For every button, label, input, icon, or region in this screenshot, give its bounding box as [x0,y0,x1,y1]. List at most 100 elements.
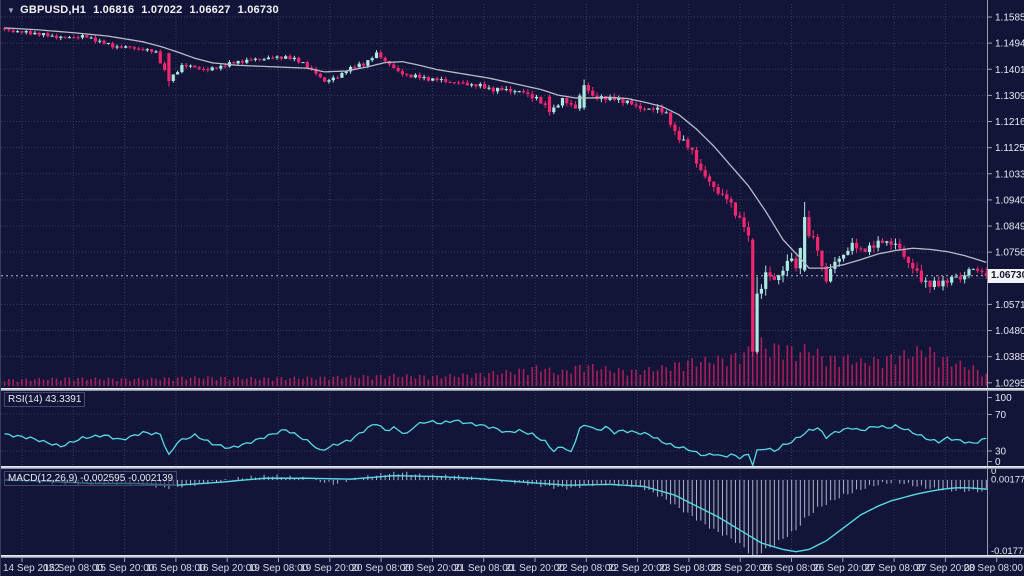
time-axis-label: 19 Sep 20:00 [300,563,360,574]
candle-body [249,59,253,61]
candle-body [738,215,742,218]
candle-body [660,107,664,113]
volume-bar [146,379,149,386]
volume-bar [237,376,239,386]
candle-body [850,242,854,251]
volume-bar [976,369,979,386]
candle-body [11,30,15,33]
volume-bar [42,379,45,386]
candle-body [7,29,11,31]
candle-body [323,77,327,82]
volume-bar [77,378,79,386]
volume-bar [25,378,28,386]
candle-body [89,37,93,39]
candle-body [785,260,789,271]
volume-bar [129,380,131,386]
volume-bar [159,380,162,386]
price-axis-label: 1.11250 [995,143,1024,154]
volume-bar [410,376,412,386]
volume-bar [790,346,793,386]
volume-bar [548,367,551,386]
time-axis-label: 21 Sep 08:00 [454,563,514,574]
candle-body [699,163,703,171]
panel-separator[interactable] [1,555,1024,558]
time-axis-label: 20 Sep 08:00 [351,563,411,574]
volume-bar [630,369,633,386]
volume-bar [72,380,75,386]
volume-bar [280,377,283,386]
candle-body [413,74,418,78]
volume-bar [90,378,92,386]
volume-bar [950,366,953,386]
volume-bar [894,364,897,386]
candle-body [102,40,106,44]
candle-body [513,91,517,93]
volume-bar [12,379,15,386]
price-axis-label: 1.14940 [995,39,1024,50]
candle-body [967,269,971,276]
candle-body [98,40,102,42]
volume-bar [825,366,828,386]
volume-bar [172,380,175,386]
time-axis-label: 28 Sep 08:00 [964,563,1024,574]
volume-bar [639,374,642,386]
volume-bar [181,376,183,386]
volume-bar [561,369,564,386]
time-axis-label: 22 Sep 20:00 [608,563,668,574]
volume-bar [436,375,438,386]
volume-bar [570,373,572,386]
candle-body [288,56,292,60]
volume-bar [81,377,84,386]
candle-body [119,46,123,48]
panel-separator[interactable] [1,388,1024,391]
candle-body [915,268,919,271]
volume-bar [678,362,681,386]
volume-bar [587,365,590,386]
candle-body [236,60,240,64]
candle-body [474,84,478,87]
volume-bar [886,356,888,386]
volume-bar [358,378,361,386]
volume-bar [479,372,482,386]
candle-body [335,77,340,79]
candle-body [859,248,863,250]
candle-body [945,280,949,283]
volume-bar [341,378,343,386]
candle-body [980,270,984,272]
volume-bar [821,356,823,386]
volume-bar [924,357,927,386]
candle-body [500,87,504,90]
volume-bar [137,377,140,386]
volume-bar [328,380,330,386]
candle-body [591,90,595,96]
volume-bar [371,379,373,386]
candle-body [271,57,275,59]
candle-body [837,258,841,262]
candle-body [137,48,141,50]
volume-bar [198,378,201,386]
volume-bar [457,376,460,386]
candle-body [124,46,128,48]
volume-bar [336,375,339,386]
candle-body [219,65,223,69]
candle-body [911,262,915,269]
volume-bar [591,364,594,386]
chart-menu-icon[interactable]: ▼ [7,6,16,15]
volume-bar [168,377,170,386]
volume-bar [760,337,763,386]
candle-body [720,193,725,195]
candle-body [46,33,50,37]
volume-bar [354,377,356,386]
candle-body [906,256,911,263]
volume-bar [254,378,257,386]
candle-body [188,65,193,67]
candle-body [400,71,405,75]
panel-separator[interactable] [1,466,1024,469]
volume-bar [64,377,66,386]
volume-bar [674,362,676,386]
candle-body [331,77,335,81]
candle-body [764,272,768,289]
candle-body [496,87,500,92]
